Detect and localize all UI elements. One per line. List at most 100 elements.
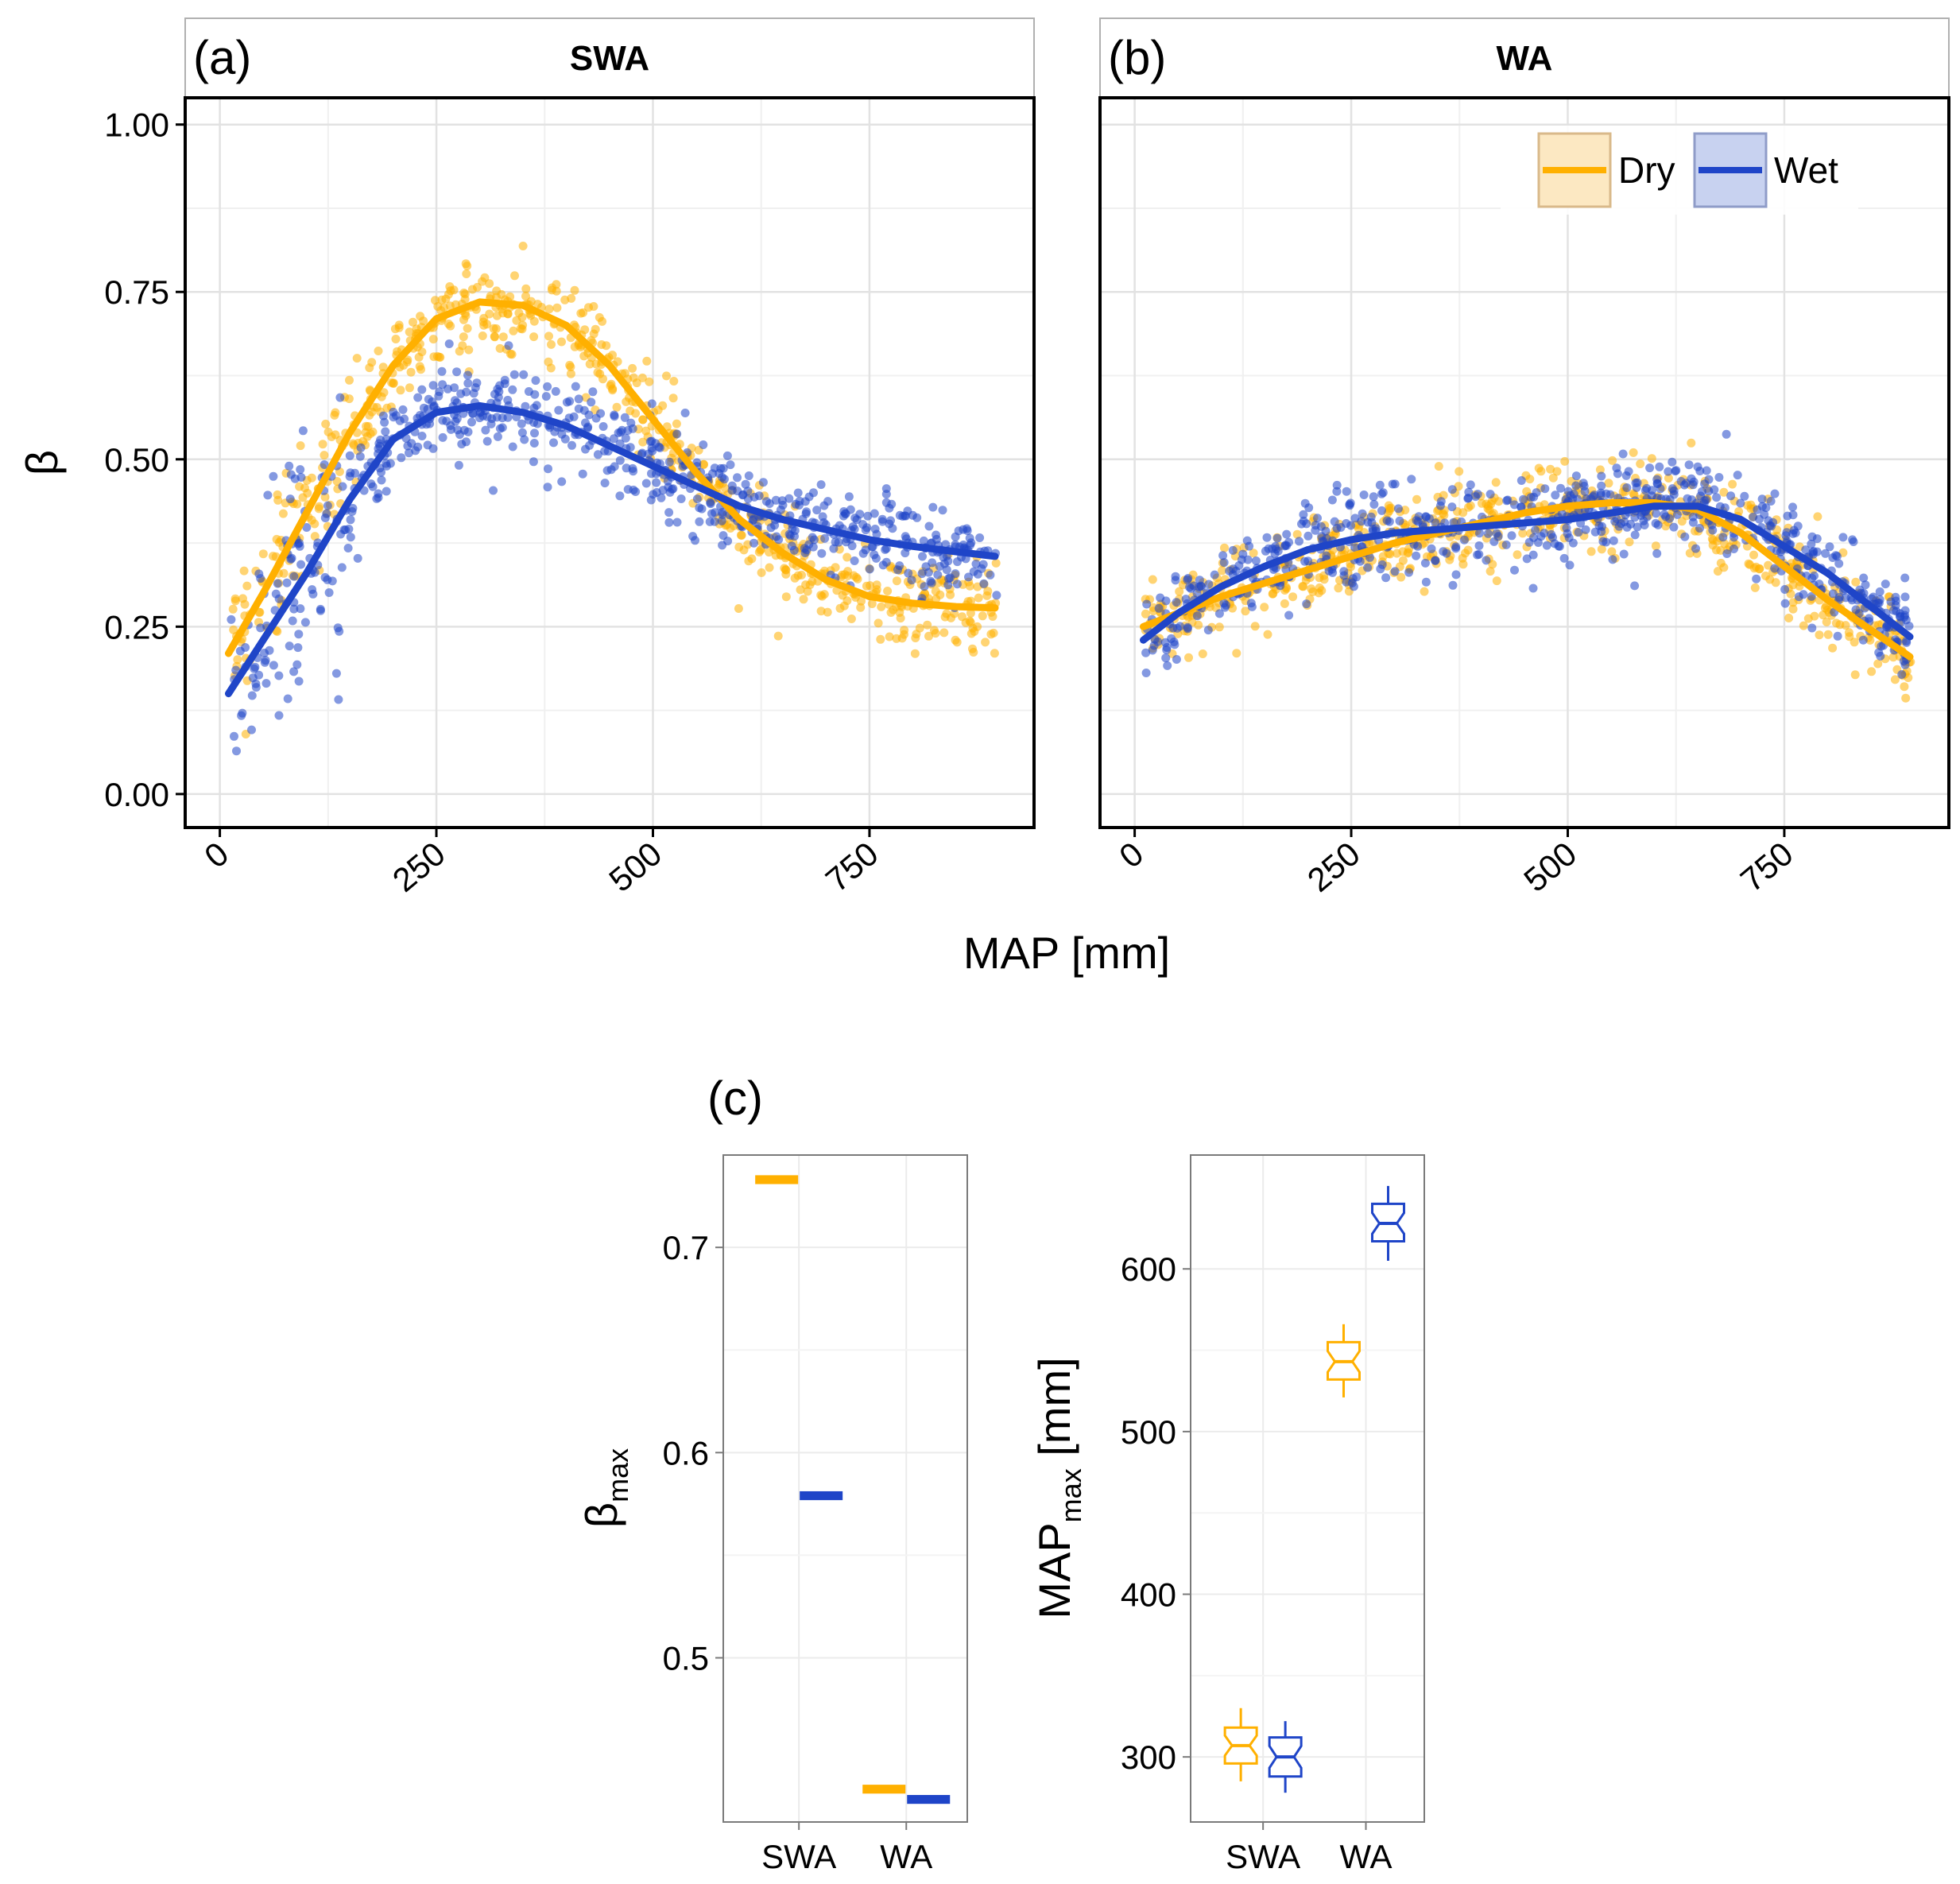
panel-a-y-axis: 0.00 0.25 0.50 0.75 1.00	[104, 107, 185, 813]
data-point-wet	[964, 572, 973, 582]
data-point-dry	[1647, 454, 1656, 463]
data-point-dry	[298, 493, 308, 502]
data-point-dry	[1716, 558, 1726, 568]
y-tick-label: 500	[1121, 1413, 1176, 1451]
data-point-wet	[877, 514, 887, 524]
data-point-wet	[1404, 568, 1414, 577]
data-point-wet	[1183, 574, 1193, 583]
data-point-wet	[1172, 655, 1181, 664]
data-point-wet	[901, 549, 910, 558]
data-point-dry	[321, 419, 331, 428]
data-point-wet	[413, 393, 423, 402]
data-point-wet	[302, 523, 312, 532]
data-point-wet	[1412, 551, 1421, 560]
x-tick-label: 750	[819, 835, 885, 899]
data-point-dry	[638, 437, 648, 447]
data-point-wet	[820, 533, 830, 543]
data-point-wet	[413, 442, 423, 452]
data-point-wet	[1691, 544, 1700, 553]
data-point-dry	[228, 604, 238, 614]
data-point-wet	[482, 436, 492, 446]
x-tick-label: 250	[385, 835, 452, 899]
data-point-dry	[817, 591, 827, 601]
data-point-wet	[938, 506, 947, 515]
data-point-wet	[1881, 580, 1890, 589]
data-point-wet	[1435, 501, 1445, 510]
y-tick-label: 0.5	[663, 1639, 709, 1677]
data-point-wet	[494, 387, 504, 397]
data-point-dry	[1560, 456, 1570, 466]
data-point-wet	[356, 443, 366, 452]
data-point-wet	[1141, 648, 1151, 657]
data-point-wet	[1519, 494, 1528, 504]
data-point-dry	[459, 332, 468, 342]
data-point-dry	[1713, 567, 1722, 576]
data-point-wet	[407, 439, 416, 448]
data-point-wet	[486, 419, 496, 428]
data-point-dry	[910, 649, 920, 658]
data-point-wet	[1669, 487, 1679, 495]
data-point-wet	[598, 422, 608, 431]
data-point-wet	[1440, 518, 1450, 528]
data-point-wet	[676, 494, 686, 503]
data-point-wet	[1327, 495, 1337, 505]
data-point-wet	[1726, 491, 1736, 501]
data-point-dry	[591, 359, 601, 369]
data-point-dry	[877, 602, 886, 611]
data-point-dry	[1867, 667, 1877, 676]
data-point-wet	[977, 564, 986, 573]
data-point-dry	[269, 552, 277, 561]
data-point-dry	[1218, 566, 1227, 576]
data-point-wet	[697, 504, 707, 514]
data-point-wet	[1412, 516, 1421, 525]
data-point-wet	[1186, 583, 1195, 593]
data-point-dry	[478, 331, 487, 340]
data-point-wet	[1261, 546, 1270, 556]
panel-c-map-y-axis: 300 400 500 600	[1121, 1250, 1191, 1776]
data-point-wet	[867, 542, 877, 552]
data-point-wet	[865, 564, 874, 574]
data-point-dry	[988, 612, 997, 621]
data-point-dry	[552, 280, 561, 289]
data-point-dry	[403, 355, 413, 365]
data-point-dry	[645, 377, 654, 386]
data-point-wet	[467, 417, 476, 427]
data-point-wet	[1181, 595, 1191, 604]
data-point-wet	[646, 495, 656, 505]
data-point-wet	[726, 460, 735, 470]
data-point-wet	[1154, 603, 1164, 613]
data-point-dry	[781, 592, 791, 602]
data-point-dry	[1888, 653, 1898, 662]
data-point-dry	[491, 324, 501, 333]
data-point-wet	[1163, 661, 1172, 670]
data-point-wet	[1203, 626, 1213, 635]
data-point-wet	[770, 521, 780, 530]
data-point-dry	[441, 294, 451, 304]
data-point-dry	[765, 548, 773, 557]
data-point-wet	[1807, 539, 1816, 549]
data-point-wet	[578, 469, 587, 479]
data-point-wet	[463, 427, 473, 436]
data-point-wet	[1696, 491, 1706, 501]
data-point-wet	[320, 572, 330, 582]
data-point-dry	[273, 495, 283, 505]
data-point-wet	[374, 493, 383, 502]
data-point-wet	[1780, 599, 1790, 608]
data-point-wet	[1688, 518, 1698, 527]
data-point-wet	[647, 436, 657, 446]
box-dry-wa	[1327, 1324, 1361, 1397]
data-point-wet	[1832, 552, 1842, 561]
data-point-wet	[787, 541, 796, 551]
data-point-wet	[895, 561, 904, 571]
data-point-dry	[372, 403, 382, 412]
x-tick-label: WA	[880, 1838, 932, 1875]
data-point-dry	[242, 581, 252, 591]
data-point-wet	[1828, 589, 1838, 599]
data-point-wet	[719, 475, 729, 484]
data-point-wet	[1492, 529, 1501, 538]
data-point-wet	[1672, 510, 1682, 519]
data-point-wet	[1712, 493, 1722, 502]
data-point-wet	[517, 419, 526, 428]
data-point-dry	[966, 596, 975, 606]
data-point-wet	[1861, 580, 1870, 590]
